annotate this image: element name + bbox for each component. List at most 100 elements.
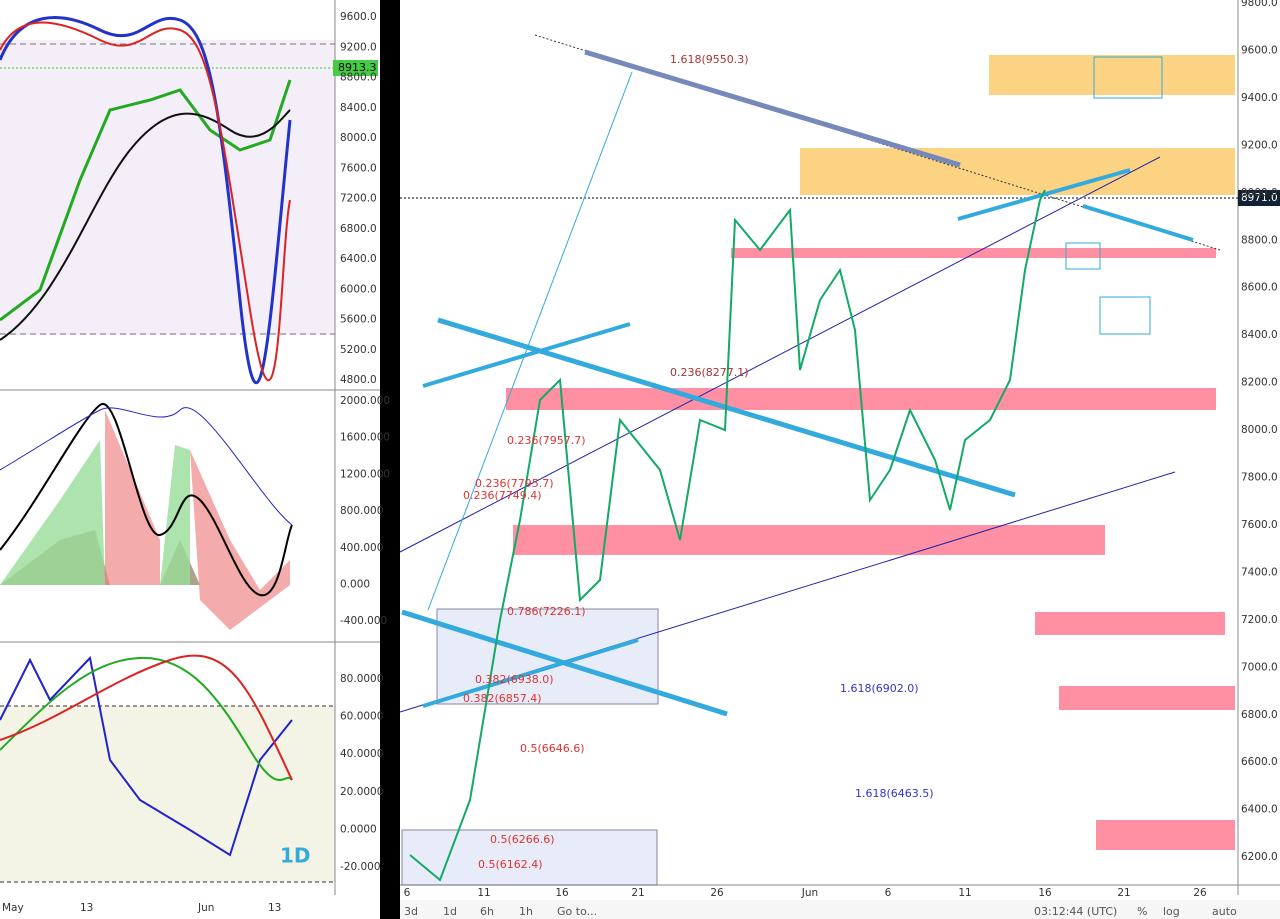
stoch bbox=[0, 655, 293, 857]
x-tick-label: 6 bbox=[404, 887, 411, 899]
zone bbox=[989, 55, 1235, 95]
y-tick-label: 8800.0 bbox=[340, 72, 377, 84]
y-tick-label: 9800.0 bbox=[1241, 0, 1278, 9]
y-tick-label: 9400.0 bbox=[1241, 92, 1278, 104]
macd bbox=[0, 403, 293, 597]
toolbar-item[interactable]: 1h bbox=[519, 905, 533, 918]
x-tick-label: 16 bbox=[555, 887, 569, 899]
fib-label: 0.236(8277.1) bbox=[670, 366, 749, 379]
y-tick-label: 6400.0 bbox=[1241, 804, 1278, 816]
price-tag-bg bbox=[333, 60, 378, 76]
fib-label: 0.236(7749.4) bbox=[463, 489, 542, 502]
y-tick-label: 7600.0 bbox=[1241, 519, 1278, 531]
x-tick-label: 13 bbox=[80, 902, 93, 914]
y-tick-label: 9600.0 bbox=[340, 11, 377, 23]
zone bbox=[1096, 820, 1235, 850]
y-tick-label: 7600.0 bbox=[340, 162, 377, 174]
shade bbox=[0, 40, 335, 335]
zone bbox=[1059, 686, 1235, 710]
toolbar-item[interactable]: Go to... bbox=[557, 905, 597, 918]
zone bbox=[1035, 612, 1225, 635]
y-tick-label: 80.0000 bbox=[340, 673, 383, 685]
y-tick-label: 5200.0 bbox=[340, 344, 377, 356]
y-tick-label: 60.0000 bbox=[340, 711, 383, 723]
toolbar-item[interactable]: % bbox=[1137, 905, 1147, 918]
toolbar-item[interactable]: 03:12:44 (UTC) bbox=[1034, 905, 1117, 918]
price-tag: 8971.0 bbox=[1241, 192, 1278, 204]
x-tick-label: 21 bbox=[1117, 887, 1130, 899]
x-tick-label: 6 bbox=[885, 887, 892, 899]
toolbar-item[interactable]: 1d bbox=[443, 905, 457, 918]
drawing bbox=[427, 71, 633, 611]
zone bbox=[513, 525, 1105, 555]
y-tick-label: 1200.000 bbox=[340, 468, 390, 480]
gap bbox=[380, 0, 400, 919]
y-tick-label: 6200.0 bbox=[1241, 851, 1278, 863]
toolbar-item[interactable]: 6h bbox=[480, 905, 494, 918]
x-tick-label: 26 bbox=[1193, 887, 1207, 899]
fib-label: 1.618(6463.5) bbox=[855, 787, 934, 800]
y-tick-label: 9600.0 bbox=[1241, 44, 1278, 56]
y-tick-label: 7200.0 bbox=[1241, 614, 1278, 626]
x-tick-label: Jun bbox=[801, 887, 818, 899]
price-tag: 8913.3 bbox=[338, 61, 377, 74]
candles bbox=[0, 79, 292, 322]
y-tick-label: 7800.0 bbox=[1241, 472, 1278, 484]
y-tick-label: 8200.0 bbox=[1241, 377, 1278, 389]
y-tick-label: 4800.0 bbox=[340, 374, 377, 386]
histogram bbox=[105, 410, 290, 630]
ma bbox=[0, 109, 291, 341]
box bbox=[1099, 296, 1151, 335]
y-tick-label: 9200.0 bbox=[1241, 139, 1278, 151]
y-tick-label: 8800.0 bbox=[1241, 234, 1278, 246]
y-tick-label: 9200.0 bbox=[340, 41, 377, 53]
y-tick-label: 1600.000 bbox=[340, 432, 390, 444]
y-tick-label: 800.000 bbox=[340, 505, 383, 517]
zone bbox=[800, 148, 1235, 195]
y-tick-label: 400.000 bbox=[340, 542, 383, 554]
y-tick-label: 6000.0 bbox=[340, 283, 377, 295]
oscillator bbox=[0, 16, 292, 385]
fib-label: 0.236(7957.7) bbox=[507, 434, 586, 447]
y-tick-label: 6600.0 bbox=[1241, 756, 1278, 768]
x-tick-label: Jun bbox=[197, 902, 214, 914]
y-tick-label: 7200.0 bbox=[340, 193, 377, 205]
y-tick-label: 6400.0 bbox=[340, 253, 377, 265]
toolbar-item[interactable]: auto bbox=[1212, 905, 1237, 918]
box bbox=[1093, 56, 1163, 99]
price bbox=[409, 189, 1046, 882]
toolbar-item[interactable]: log bbox=[1163, 905, 1180, 918]
toolbar-item[interactable]: 3d bbox=[404, 905, 418, 918]
fib-label: 0.5(6162.4) bbox=[478, 858, 543, 871]
drawing bbox=[584, 49, 961, 168]
x-tick-label: 11 bbox=[958, 887, 971, 899]
macd-signal bbox=[0, 407, 293, 526]
drawing bbox=[957, 168, 1131, 221]
fib-label: 0.382(6938.0) bbox=[475, 673, 554, 686]
y-tick-label: 0.0000 bbox=[340, 823, 377, 835]
y-tick-label: 2000.000 bbox=[340, 395, 390, 407]
y-tick-label: 5600.0 bbox=[340, 314, 377, 326]
histogram bbox=[0, 440, 190, 585]
x-tick-label: May bbox=[2, 902, 24, 914]
y-tick-label: 7400.0 bbox=[1241, 566, 1278, 578]
fib-label: 0.786(7226.1) bbox=[507, 605, 586, 618]
y-tick-label: 6800.0 bbox=[1241, 709, 1278, 721]
y-tick-label: 8000.0 bbox=[340, 132, 377, 144]
main-chart bbox=[400, 0, 1280, 919]
x-tick-label: 11 bbox=[477, 887, 490, 899]
price-tag-bg bbox=[1238, 190, 1280, 206]
fib-label: 0.382(6857.4) bbox=[463, 692, 542, 705]
stoch bbox=[0, 654, 293, 781]
toolbar bbox=[400, 900, 1280, 919]
y-tick-label: 8600.0 bbox=[1241, 282, 1278, 294]
oscillator bbox=[0, 21, 291, 382]
y-tick-label: 6800.0 bbox=[340, 223, 377, 235]
fib-label: 0.5(6646.6) bbox=[520, 742, 585, 755]
x-tick-label: 13 bbox=[268, 902, 281, 914]
y-tick-label: 7000.0 bbox=[1241, 661, 1278, 673]
y-tick-label: 8000.0 bbox=[1241, 424, 1278, 436]
y-tick-label: -20.000 bbox=[340, 861, 381, 873]
